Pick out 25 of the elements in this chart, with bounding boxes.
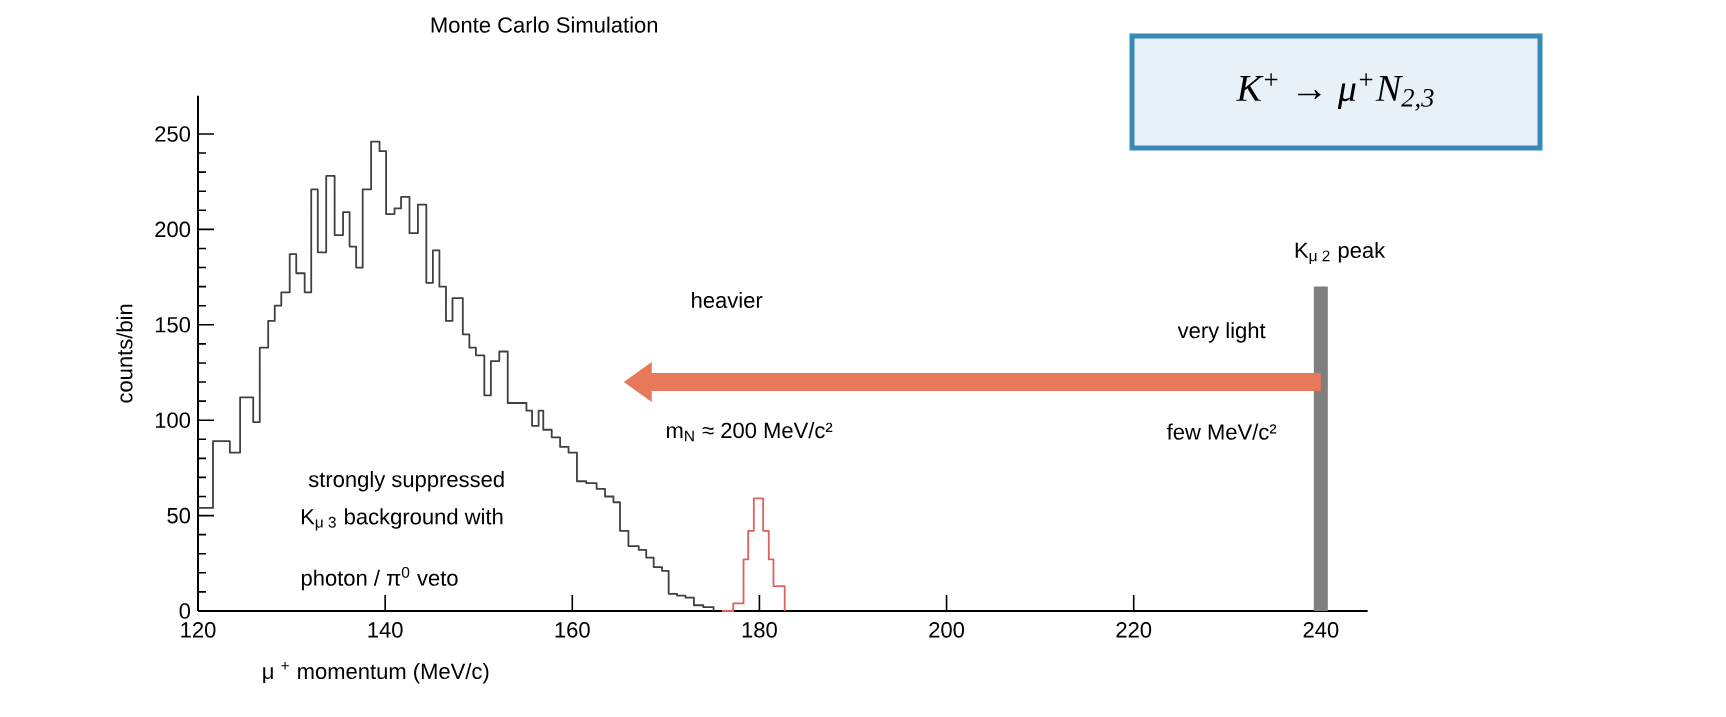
annotation: photon / π$^{0}$ veto	[301, 566, 458, 591]
ref-line-label: K$_{μ 2}$ peak	[1295, 241, 1386, 265]
x-tick-label: 140	[368, 622, 403, 638]
annotation: K$^{+}$ → μ$^{+}$N$_{2,3}$	[1236, 73, 1434, 111]
y-tick-label: 150	[155, 317, 191, 333]
x-tick-label: 240	[1303, 622, 1339, 638]
y-tick-label: 50	[167, 507, 191, 524]
y-axis-title: counts/bin	[116, 304, 133, 403]
annotation: m$_{N}$ ≈ 200 MeV/c²	[666, 422, 833, 442]
y-tick-label: 200	[155, 221, 191, 238]
annotation: K$_{μ 3}$ background with	[301, 508, 503, 531]
x-tick-label: 120	[181, 622, 216, 638]
x-tick-label: 180	[742, 622, 777, 638]
x-tick-label: 160	[555, 622, 590, 638]
x-axis-title: μ $^{+}$ momentum (MeV/c)	[263, 662, 489, 684]
x-tick-label: 220	[1116, 622, 1152, 638]
annotation: strongly suppressed	[308, 471, 504, 492]
x-tick-label: 200	[929, 622, 965, 638]
y-tick-label: 0	[179, 603, 191, 619]
chart-title: Monte Carlo Simulation	[431, 16, 658, 33]
y-tick-label: 250	[155, 126, 191, 142]
annotation: very light	[1177, 322, 1266, 343]
annotation: heavier	[692, 291, 763, 309]
y-tick-label: 100	[155, 412, 191, 428]
annotation: few MeV/c²	[1166, 423, 1277, 440]
